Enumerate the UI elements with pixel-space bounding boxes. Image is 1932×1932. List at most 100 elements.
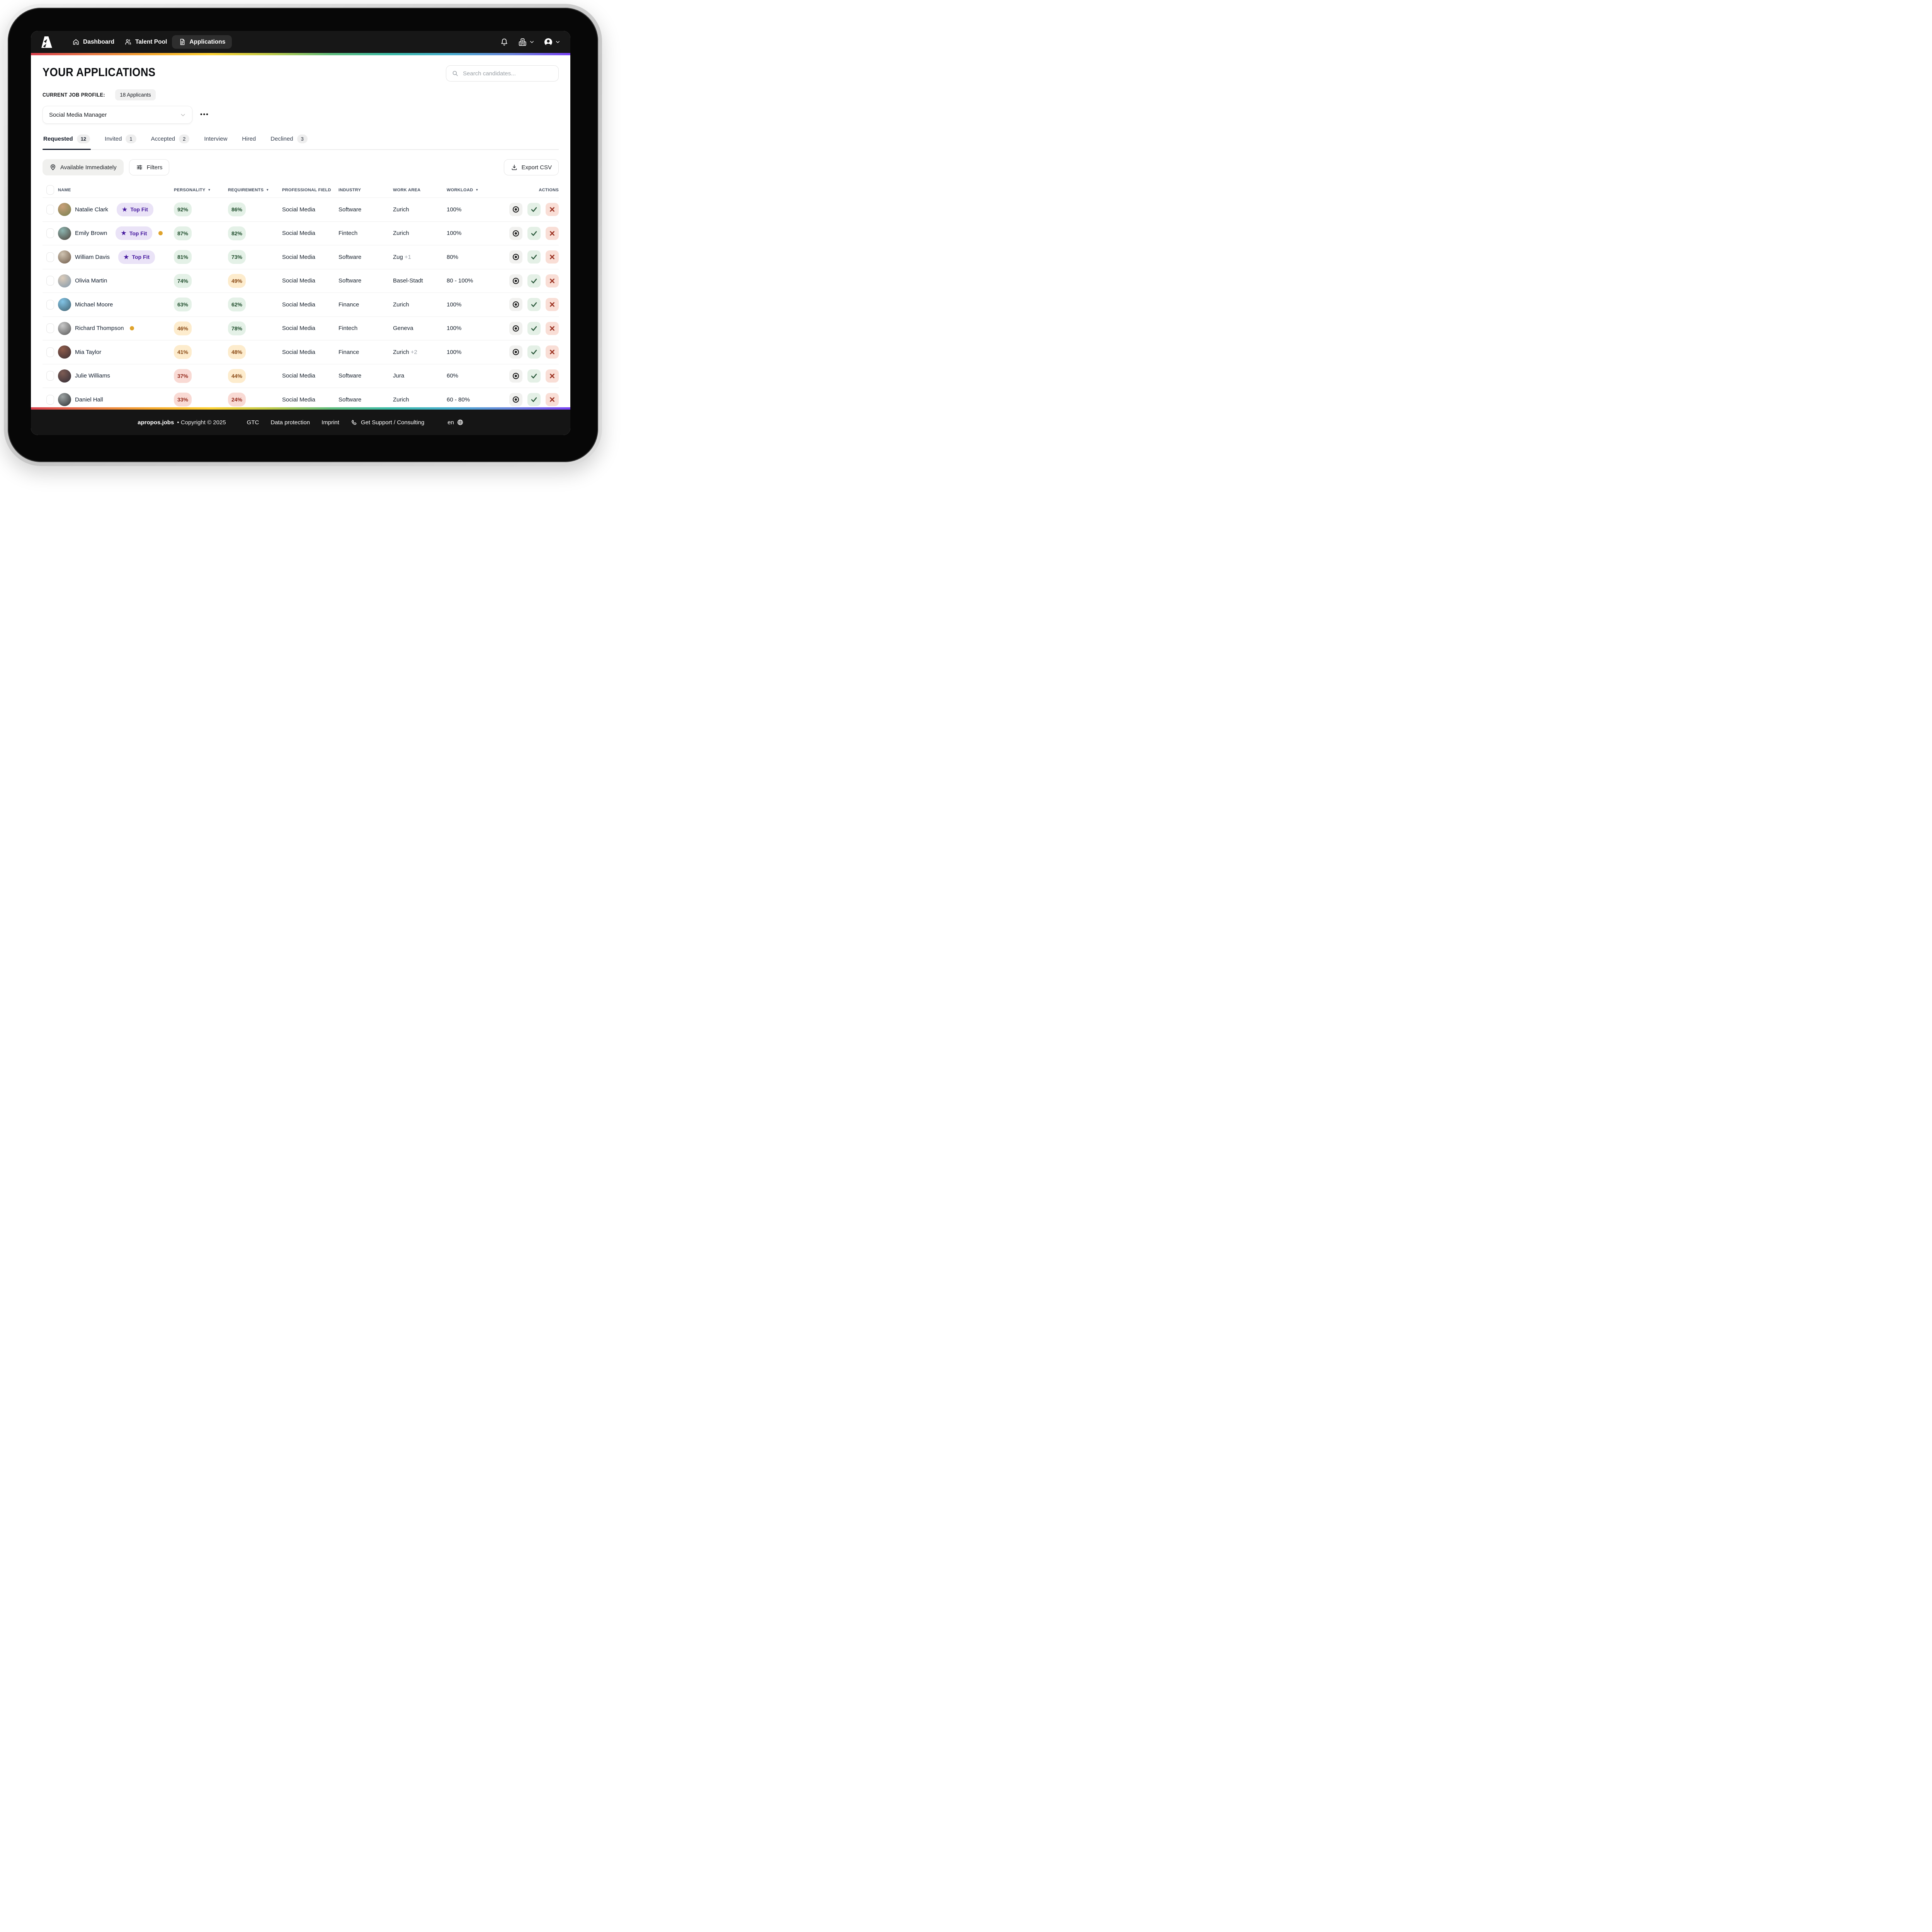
- column-header-requirements[interactable]: REQUIREMENTS ▼: [228, 187, 269, 192]
- language-switcher[interactable]: en: [447, 419, 464, 426]
- row-checkbox[interactable]: [46, 204, 54, 214]
- requirements-score-pill: 48%: [228, 345, 246, 359]
- decline-candidate-button[interactable]: [546, 298, 559, 311]
- professional-field-cell: Social Media: [282, 277, 315, 284]
- work-area-cell: Zug +1: [393, 253, 411, 260]
- tab-requested[interactable]: Requested 12: [43, 134, 91, 150]
- profile-menu-button[interactable]: [544, 37, 560, 47]
- row-checkbox[interactable]: [46, 371, 54, 381]
- more-options-button[interactable]: •••: [200, 111, 209, 118]
- search-box[interactable]: [446, 65, 559, 82]
- row-checkbox[interactable]: [46, 323, 54, 333]
- decline-candidate-button[interactable]: [546, 345, 559, 359]
- workload-cell: 60 - 80%: [447, 396, 470, 403]
- table-row[interactable]: Michael Moore 63% 62% Social Media Finan…: [43, 293, 559, 317]
- view-candidate-button[interactable]: [509, 203, 522, 216]
- view-candidate-button[interactable]: [509, 345, 522, 359]
- table-row[interactable]: Natalie Clark ★ Top Fit 92% 86% Social Me…: [43, 198, 559, 222]
- user-avatar-icon: [544, 37, 553, 47]
- decline-candidate-button[interactable]: [546, 226, 559, 240]
- job-profile-select[interactable]: Social Media Manager: [43, 106, 192, 124]
- accept-candidate-button[interactable]: [527, 393, 541, 406]
- requirements-score-pill: 49%: [228, 274, 246, 288]
- view-candidate-button[interactable]: [509, 250, 522, 264]
- row-checkbox[interactable]: [46, 347, 54, 357]
- industry-cell: Software: [338, 277, 362, 284]
- top-nav: Dashboard Talent Pool Applications: [31, 31, 570, 53]
- table-row[interactable]: Emily Brown ★ Top Fit 87% 82% Social Medi…: [43, 222, 559, 245]
- candidate-avatar: [58, 345, 71, 359]
- company-menu-button[interactable]: [518, 37, 534, 47]
- column-header-workload[interactable]: WORKLOAD ▼: [447, 187, 479, 192]
- candidate-avatar: [58, 321, 71, 335]
- filters-button[interactable]: Filters: [129, 159, 170, 175]
- requirements-score-pill: 78%: [228, 321, 246, 335]
- accept-candidate-button[interactable]: [527, 203, 541, 216]
- nav-item-applications[interactable]: Applications: [172, 35, 232, 49]
- table-row[interactable]: William Davis ★ Top Fit 81% 73% Social Me…: [43, 245, 559, 269]
- star-icon: ★: [122, 206, 128, 213]
- professional-field-cell: Social Media: [282, 396, 315, 403]
- notifications-button[interactable]: [500, 38, 509, 46]
- footer-brand: apropos.jobs: [138, 419, 174, 426]
- accept-candidate-button[interactable]: [527, 226, 541, 240]
- nav-item-dashboard[interactable]: Dashboard: [67, 35, 119, 49]
- row-checkbox[interactable]: [46, 395, 54, 405]
- industry-cell: Finance: [338, 301, 359, 308]
- decline-candidate-button[interactable]: [546, 393, 559, 406]
- footer-link-imprint[interactable]: Imprint: [321, 419, 339, 426]
- tab-declined[interactable]: Declined 3: [270, 134, 308, 149]
- view-candidate-button[interactable]: [509, 369, 522, 383]
- available-immediately-label: Available Immediately: [60, 164, 117, 171]
- view-candidate-button[interactable]: [509, 393, 522, 406]
- job-profile-selected-value: Social Media Manager: [49, 111, 107, 118]
- column-header-personality[interactable]: PERSONALITY ▼: [174, 187, 211, 192]
- view-candidate-button[interactable]: [509, 274, 522, 287]
- footer-link-data-protection[interactable]: Data protection: [270, 419, 310, 426]
- tab-invited[interactable]: Invited 1: [104, 134, 137, 149]
- download-icon: [511, 164, 518, 171]
- workload-cell: 100%: [447, 349, 462, 355]
- row-checkbox[interactable]: [46, 276, 54, 286]
- candidate-avatar: [58, 369, 71, 383]
- table-row[interactable]: Olivia Martin 74% 49% Social Media Softw…: [43, 269, 559, 293]
- decline-candidate-button[interactable]: [546, 321, 559, 335]
- accept-candidate-button[interactable]: [527, 321, 541, 335]
- row-checkbox[interactable]: [46, 299, 54, 310]
- accept-candidate-button[interactable]: [527, 369, 541, 383]
- view-candidate-button[interactable]: [509, 226, 522, 240]
- export-csv-button[interactable]: Export CSV: [503, 159, 559, 175]
- accept-candidate-button[interactable]: [527, 345, 541, 359]
- decline-candidate-button[interactable]: [546, 203, 559, 216]
- table-row[interactable]: Mia Taylor 41% 48% Social Media Finance …: [43, 340, 559, 364]
- tab-hired[interactable]: Hired: [241, 134, 257, 149]
- accent-gradient-bar-top: [31, 53, 570, 55]
- tab-accepted[interactable]: Accepted 2: [150, 134, 190, 149]
- decline-candidate-button[interactable]: [546, 250, 559, 264]
- table-row[interactable]: Richard Thompson 46% 78% Social Media Fi…: [43, 317, 559, 340]
- decline-candidate-button[interactable]: [546, 274, 559, 287]
- footer-link-gtc[interactable]: GTC: [247, 419, 259, 426]
- personality-score-pill: 41%: [174, 345, 192, 359]
- accept-candidate-button[interactable]: [527, 298, 541, 311]
- apropos-logo-icon[interactable]: [41, 36, 53, 48]
- accept-candidate-button[interactable]: [527, 274, 541, 287]
- search-input[interactable]: [463, 70, 553, 77]
- view-candidate-button[interactable]: [509, 298, 522, 311]
- footer-support-link[interactable]: Get Support / Consulting: [351, 419, 424, 426]
- nav-item-talent-pool[interactable]: Talent Pool: [119, 35, 172, 49]
- tablet-mockup: Dashboard Talent Pool Applications: [0, 0, 606, 470]
- candidate-avatar: [58, 250, 71, 264]
- row-checkbox[interactable]: [46, 252, 54, 262]
- accept-candidate-button[interactable]: [527, 250, 541, 264]
- nav-item-label: Talent Pool: [135, 38, 167, 45]
- table-row[interactable]: Daniel Hall 33% 24% Social Media Softwar…: [43, 388, 559, 407]
- select-all-checkbox[interactable]: [46, 185, 54, 195]
- candidate-avatar: [58, 393, 71, 406]
- tab-interview[interactable]: Interview: [203, 134, 228, 149]
- decline-candidate-button[interactable]: [546, 369, 559, 383]
- available-immediately-filter-button[interactable]: Available Immediately: [43, 159, 124, 175]
- row-checkbox[interactable]: [46, 228, 54, 238]
- table-row[interactable]: Julie Williams 37% 44% Social Media Soft…: [43, 364, 559, 388]
- view-candidate-button[interactable]: [509, 321, 522, 335]
